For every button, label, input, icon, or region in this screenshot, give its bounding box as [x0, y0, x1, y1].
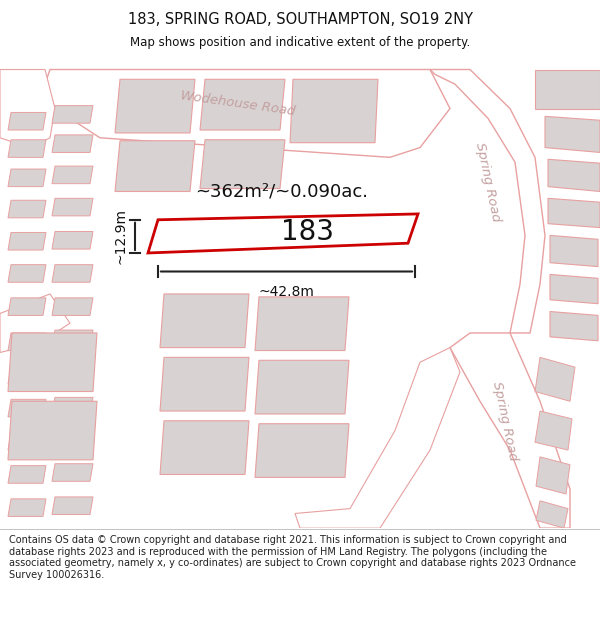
Polygon shape	[8, 200, 46, 218]
Polygon shape	[8, 232, 46, 250]
Polygon shape	[52, 106, 93, 123]
Polygon shape	[8, 169, 46, 187]
Polygon shape	[8, 298, 46, 316]
Polygon shape	[200, 140, 285, 189]
Polygon shape	[8, 112, 46, 130]
Polygon shape	[535, 69, 600, 109]
Polygon shape	[200, 79, 285, 130]
Polygon shape	[255, 297, 349, 351]
Polygon shape	[550, 274, 598, 304]
Text: Spring Road: Spring Road	[490, 380, 520, 462]
Polygon shape	[8, 333, 97, 391]
Polygon shape	[52, 298, 93, 316]
Polygon shape	[0, 69, 55, 148]
Polygon shape	[8, 466, 46, 483]
Polygon shape	[430, 69, 545, 333]
Polygon shape	[550, 311, 598, 341]
Text: Spring Road: Spring Road	[473, 141, 503, 222]
Polygon shape	[255, 360, 349, 414]
Polygon shape	[52, 198, 93, 216]
Polygon shape	[52, 431, 93, 448]
Polygon shape	[450, 333, 570, 528]
Polygon shape	[8, 333, 46, 351]
Text: ~12.9m: ~12.9m	[113, 208, 127, 264]
Polygon shape	[8, 366, 46, 384]
Polygon shape	[548, 159, 600, 191]
Polygon shape	[0, 294, 70, 352]
Polygon shape	[295, 348, 460, 528]
Polygon shape	[535, 411, 572, 450]
Polygon shape	[52, 166, 93, 184]
Polygon shape	[52, 330, 93, 348]
Text: Contains OS data © Crown copyright and database right 2021. This information is : Contains OS data © Crown copyright and d…	[9, 535, 576, 580]
Polygon shape	[52, 398, 93, 415]
Text: ~362m²/~0.090ac.: ~362m²/~0.090ac.	[195, 182, 368, 201]
Polygon shape	[52, 264, 93, 282]
Text: ~42.8m: ~42.8m	[259, 285, 314, 299]
Polygon shape	[52, 231, 93, 249]
Polygon shape	[548, 198, 600, 228]
Polygon shape	[160, 357, 249, 411]
Polygon shape	[8, 432, 46, 450]
Polygon shape	[52, 364, 93, 382]
Polygon shape	[536, 457, 570, 494]
Polygon shape	[160, 421, 249, 474]
Polygon shape	[8, 399, 46, 417]
Polygon shape	[160, 294, 249, 348]
Polygon shape	[148, 214, 418, 253]
Polygon shape	[535, 357, 575, 401]
Polygon shape	[45, 69, 450, 158]
Polygon shape	[115, 141, 195, 191]
Polygon shape	[550, 236, 598, 267]
Polygon shape	[290, 79, 378, 142]
Polygon shape	[545, 116, 600, 152]
Text: Map shows position and indicative extent of the property.: Map shows position and indicative extent…	[130, 36, 470, 49]
Polygon shape	[115, 79, 195, 133]
Polygon shape	[8, 140, 46, 158]
Polygon shape	[52, 135, 93, 152]
Polygon shape	[8, 264, 46, 282]
Text: Wodehouse Road: Wodehouse Road	[180, 89, 296, 118]
Text: 183: 183	[281, 219, 335, 246]
Polygon shape	[8, 401, 97, 460]
Polygon shape	[52, 497, 93, 514]
Polygon shape	[255, 424, 349, 478]
Polygon shape	[536, 501, 568, 528]
Polygon shape	[8, 499, 46, 516]
Text: 183, SPRING ROAD, SOUTHAMPTON, SO19 2NY: 183, SPRING ROAD, SOUTHAMPTON, SO19 2NY	[128, 12, 473, 28]
Polygon shape	[52, 464, 93, 481]
